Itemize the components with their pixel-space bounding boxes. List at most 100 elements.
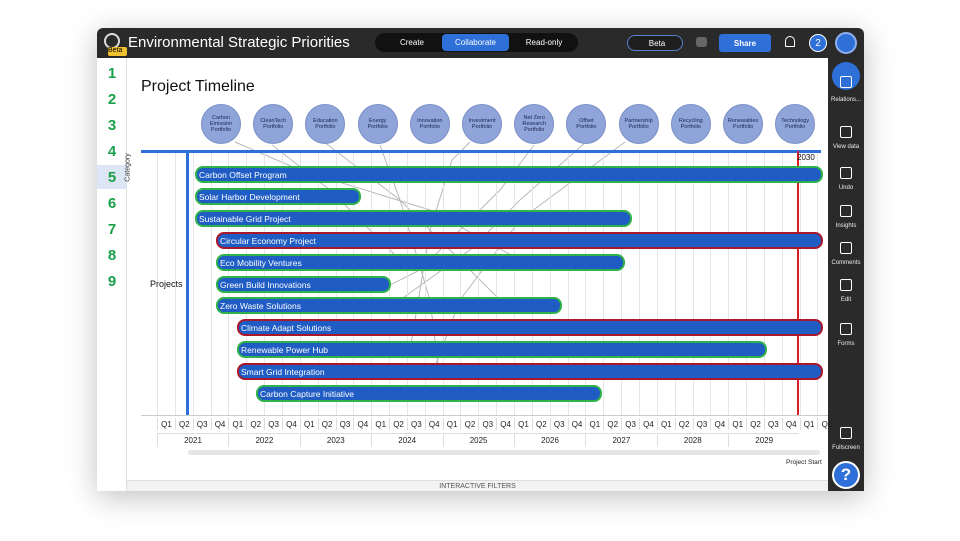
quarter-label: Q4 (281, 418, 300, 430)
quarter-label: Q4 (353, 418, 371, 430)
sidebar-icon[interactable] (840, 427, 852, 439)
mode-button[interactable]: Collaborate (442, 34, 509, 51)
marker-label: 2030 (797, 153, 815, 162)
help-button[interactable]: ? (832, 461, 860, 489)
category-axis-line (186, 151, 189, 415)
row-number[interactable]: 5 (97, 165, 127, 189)
bell-icon[interactable] (785, 36, 795, 47)
quarter-label: Q1 (799, 418, 818, 430)
sidebar (828, 58, 864, 491)
sidebar-label[interactable]: Insights (835, 223, 857, 229)
sidebar-label[interactable]: Undo (838, 185, 854, 191)
quarter-label: Q4 (781, 418, 800, 430)
sidebar-icon[interactable] (840, 242, 852, 254)
row-number[interactable]: 7 (107, 220, 117, 238)
row-number[interactable]: 9 (107, 272, 117, 290)
notification-count[interactable]: 2 (809, 34, 827, 52)
portfolio-node[interactable]: Innovation Portfolio (409, 104, 450, 144)
grid-line (549, 153, 551, 415)
quarter-label: Q2 (317, 418, 336, 430)
grid-line (728, 153, 730, 415)
sidebar-label[interactable]: Forms (837, 341, 855, 347)
project-bar[interactable]: Solar Harbor Development (195, 187, 361, 205)
grid-line (656, 153, 658, 415)
quarter-label: Q2 (460, 418, 478, 430)
project-bar[interactable]: Zero Waste Solutions (216, 297, 562, 315)
project-bar[interactable]: Renewable Power Hub (237, 341, 767, 359)
project-bar[interactable]: Green Build Innovations (216, 275, 391, 293)
sidebar-icon[interactable] (840, 323, 852, 335)
grid-line (692, 153, 694, 415)
project-bar[interactable]: Sustainable Grid Project (195, 209, 632, 227)
portfolio-node[interactable]: Investment Portfolio (462, 104, 502, 144)
grid-line (478, 153, 480, 415)
row-number[interactable]: 2 (107, 90, 117, 108)
portfolio-node[interactable]: Offset Portfolio (566, 104, 607, 144)
project-bar[interactable]: Eco Mobility Ventures (216, 253, 625, 271)
grid-line (157, 153, 158, 415)
grid-line (460, 153, 462, 415)
row-number[interactable]: 4 (107, 142, 117, 160)
portfolio-node[interactable]: Education Portfolio (305, 104, 346, 144)
quarter-label: Q4 (496, 418, 514, 430)
timeline-title: Project Timeline (141, 78, 255, 95)
mode-button[interactable]: Read-only (525, 38, 563, 47)
year-label: 2022 (228, 433, 300, 447)
project-bar[interactable]: Circular Economy Project (216, 231, 823, 249)
quarter-label: Q4 (567, 418, 586, 430)
quarter-label: Q3 (763, 418, 782, 430)
filters-bar[interactable]: INTERACTIVE FILTERS (127, 480, 828, 491)
sidebar-label[interactable]: Comments (831, 260, 861, 266)
portfolio-node[interactable]: Renewables Portfolio (723, 104, 763, 144)
sidebar-icon[interactable] (840, 126, 852, 138)
quarter-label: Q1 (228, 418, 246, 430)
x-axis-line (141, 415, 828, 416)
portfolio-node[interactable]: Net Zero Research Portfolio (514, 104, 555, 144)
project-bar[interactable]: Smart Grid Integration (237, 363, 823, 381)
quarter-label: Q1 (157, 418, 175, 430)
scrollbar[interactable] (188, 450, 820, 455)
grid-line (763, 153, 765, 415)
avatar[interactable] (835, 32, 857, 54)
grid-line (174, 153, 176, 415)
year-label: 2026 (514, 433, 585, 447)
quarter-label: Q3 (692, 418, 711, 430)
sidebar-label[interactable]: View data (832, 144, 860, 150)
share-button[interactable]: Share (719, 34, 771, 52)
row-number[interactable]: 6 (107, 194, 117, 212)
sidebar-label[interactable]: Fullscreen (832, 445, 860, 451)
grid-line (817, 153, 819, 415)
portfolio-node[interactable]: Carbon Emission Portfolio (201, 104, 241, 144)
sidebar-icon[interactable] (840, 205, 852, 217)
project-bar[interactable]: Carbon Capture Initiative (256, 385, 602, 402)
grid-line (621, 153, 623, 415)
project-bar[interactable]: Carbon Offset Program (195, 166, 823, 183)
quarter-label: Q2 (817, 418, 835, 430)
year-label: 2023 (299, 433, 371, 447)
grid-line (746, 153, 748, 415)
grid-line (585, 153, 587, 415)
sidebar-icon[interactable] (840, 76, 852, 88)
sidebar-icon[interactable] (840, 279, 852, 291)
row-number[interactable]: 1 (107, 64, 117, 82)
quarter-label: Q3 (192, 418, 211, 430)
sidebar-icon[interactable] (840, 167, 852, 179)
quarter-label: Q2 (531, 418, 550, 430)
sidebar-label[interactable]: Edit (840, 297, 852, 303)
portfolio-node[interactable]: Technology Portfolio (775, 104, 816, 144)
portfolio-node[interactable]: Partnership Portfolio (618, 104, 659, 144)
year-label: 2027 (585, 433, 657, 447)
beta-toggle[interactable]: Beta (627, 35, 683, 51)
team-icon (696, 37, 707, 47)
mode-button[interactable]: Create (399, 38, 424, 47)
quarter-label: Q3 (406, 418, 425, 430)
portfolio-node[interactable]: Recycling Portfolio (670, 104, 711, 144)
portfolio-node[interactable]: Energy Portfolio (357, 104, 398, 144)
portfolio-node[interactable]: CleanTech Portfolio (253, 104, 294, 144)
row-rail (97, 58, 127, 491)
project-bar[interactable]: Climate Adapt Solutions (237, 319, 823, 337)
sidebar-label[interactable]: Relations... (830, 97, 861, 103)
row-number[interactable]: 8 (107, 246, 117, 264)
row-number[interactable]: 3 (107, 116, 117, 134)
grid-line (406, 153, 408, 415)
